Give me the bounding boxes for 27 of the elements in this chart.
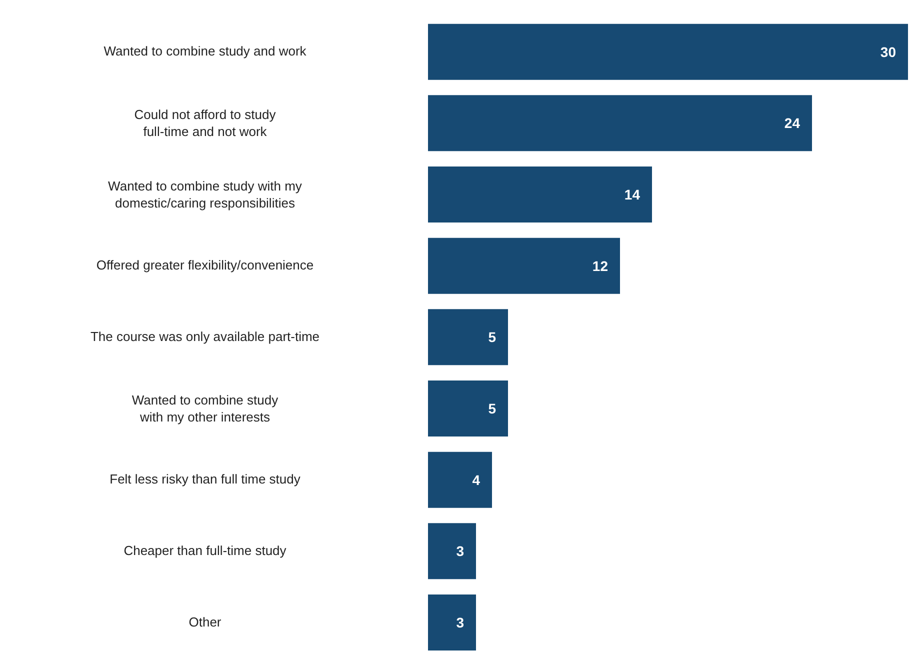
bar [428,523,476,580]
data-label: 5 [488,400,496,416]
bar [428,380,508,437]
data-label: 14 [624,186,640,202]
bar [428,24,908,80]
bar [428,452,492,508]
bar [428,95,812,152]
bar [428,166,652,223]
data-label: 24 [784,115,800,132]
data-label: 5 [488,329,496,346]
y-tick-label: Other [188,614,222,630]
data-label: 30 [880,44,896,60]
y-tick-label: Wanted to combine study and work [104,44,307,59]
y-tick-label: The course was only available part-time [90,329,320,344]
bar [428,309,508,366]
y-tick-label: Wanted to combine study with my domestic/caring responsibilities [108,178,302,210]
data-label: 12 [592,258,608,274]
data-label: 4 [472,472,480,488]
bar [428,594,476,651]
y-tick-label: Cheaper than full-time study [124,543,287,558]
y-tick-label: Wanted to combine study with my other interests [132,392,279,424]
data-label: 3 [456,614,464,630]
y-tick-label: Felt less risky than full time study [110,472,301,487]
data-label: 3 [456,543,464,560]
y-tick-label: Offered greater flexibility/convenience [96,258,314,273]
y-tick-label: Could not afford to study full-time and not work [134,107,276,139]
bar [428,238,620,294]
